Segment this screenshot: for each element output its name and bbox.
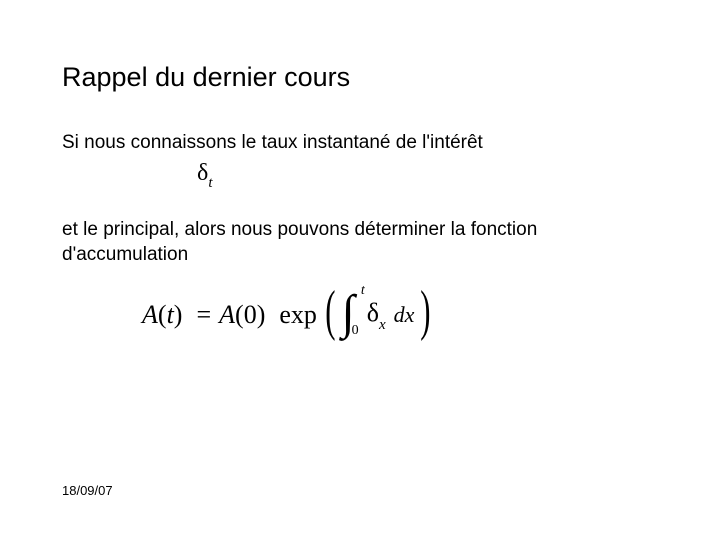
slide-date: 18/09/07 <box>62 483 113 498</box>
delta-t-symbol: δt <box>197 160 658 191</box>
formula-equals: = <box>196 300 211 330</box>
paragraph-intro: Si nous connaissons le taux instantané d… <box>62 131 658 156</box>
integral: ∫ t 0 δx dx <box>342 298 415 332</box>
formula-rhs-A0: A(0) <box>219 300 265 330</box>
paragraph-principal: et le principal, alors nous pouvons déte… <box>62 218 658 267</box>
delta-sym: δ <box>197 160 208 186</box>
delta-x: δx <box>367 298 386 332</box>
formula-A1: A <box>142 300 158 329</box>
delta-x-sub: x <box>379 317 386 333</box>
delta-x-sym: δ <box>367 298 379 327</box>
formula-lhs: A(t) <box>142 300 182 330</box>
formula-zero: 0 <box>244 300 257 329</box>
accumulation-formula: A(t) = A(0) exp ( ∫ t 0 δx dx ) <box>62 298 658 332</box>
slide-title: Rappel du dernier cours <box>62 62 658 93</box>
formula-exp: exp <box>279 300 317 330</box>
formula-dx: dx <box>394 302 415 328</box>
delta-sub: t <box>208 175 212 191</box>
formula-A2: A <box>219 300 235 329</box>
formula-t1: t <box>167 300 174 329</box>
